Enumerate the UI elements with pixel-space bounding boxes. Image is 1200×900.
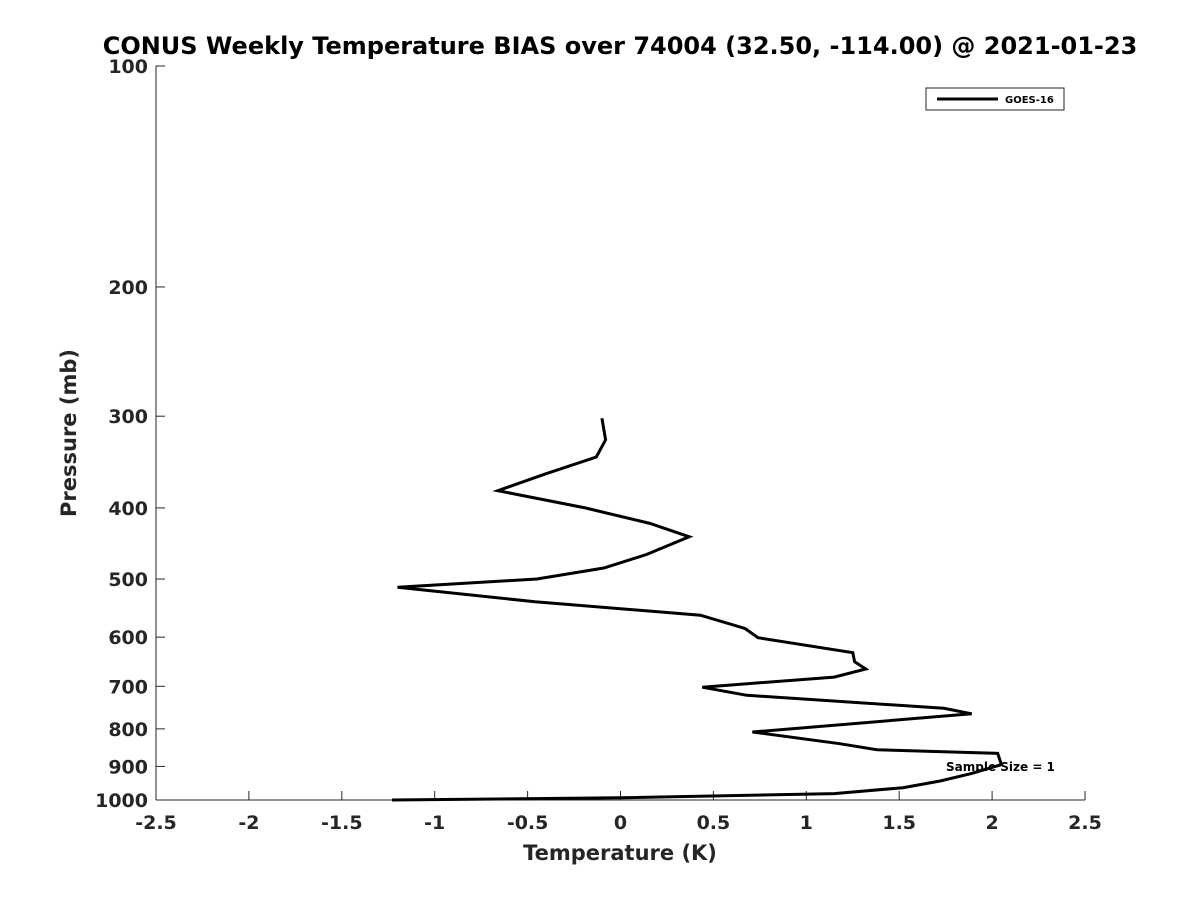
y-tick-label: 400 bbox=[108, 498, 148, 520]
legend-entry-goes-16: GOES-16 bbox=[1005, 95, 1054, 106]
y-tick-label: 300 bbox=[108, 406, 148, 428]
y-tick-label: 200 bbox=[108, 277, 148, 299]
x-ticks: -2.5 -2 -1.5 -1 -0.5 0 0.5 1 1.5 2 2.5 bbox=[135, 791, 1102, 834]
x-tick-label: -1.5 bbox=[321, 812, 363, 834]
sample-size-annotation: Sample Size = 1 bbox=[946, 760, 1055, 774]
x-tick-label: 1.5 bbox=[882, 812, 916, 834]
x-tick-label: 2 bbox=[985, 812, 998, 834]
x-tick-label: -2.5 bbox=[135, 812, 177, 834]
plot-area: -2.5 -2 -1.5 -1 -0.5 0 0.5 1 1.5 2 2.5 100 200 300 40… bbox=[95, 56, 1102, 834]
chart-title: CONUS Weekly Temperature BIAS over 74004… bbox=[103, 32, 1138, 60]
y-ticks: 100 200 300 400 500 600 700 800 900 1000 bbox=[95, 56, 165, 812]
y-tick-label: 100 bbox=[108, 56, 148, 78]
series-layer bbox=[391, 418, 1004, 802]
x-tick-label: 2.5 bbox=[1068, 812, 1102, 834]
y-tick-label: 900 bbox=[108, 756, 148, 778]
y-tick-label: 500 bbox=[108, 569, 148, 591]
y-tick-label: 1000 bbox=[95, 790, 148, 812]
y-axis-label: Pressure (mb) bbox=[57, 349, 81, 517]
x-tick-label: -1 bbox=[424, 812, 445, 834]
x-tick-label: -2 bbox=[238, 812, 259, 834]
legend: GOES-16 bbox=[925, 87, 1065, 111]
x-axis-label: Temperature (K) bbox=[523, 841, 717, 865]
y-tick-label: 800 bbox=[108, 719, 148, 741]
x-tick-label: 0.5 bbox=[697, 812, 731, 834]
series-line-goes-16 bbox=[391, 418, 1004, 802]
x-tick-label: 0 bbox=[614, 812, 627, 834]
y-tick-label: 600 bbox=[108, 627, 148, 649]
x-tick-label: -0.5 bbox=[507, 812, 549, 834]
y-tick-label: 700 bbox=[108, 676, 148, 698]
x-tick-label: 1 bbox=[800, 812, 813, 834]
